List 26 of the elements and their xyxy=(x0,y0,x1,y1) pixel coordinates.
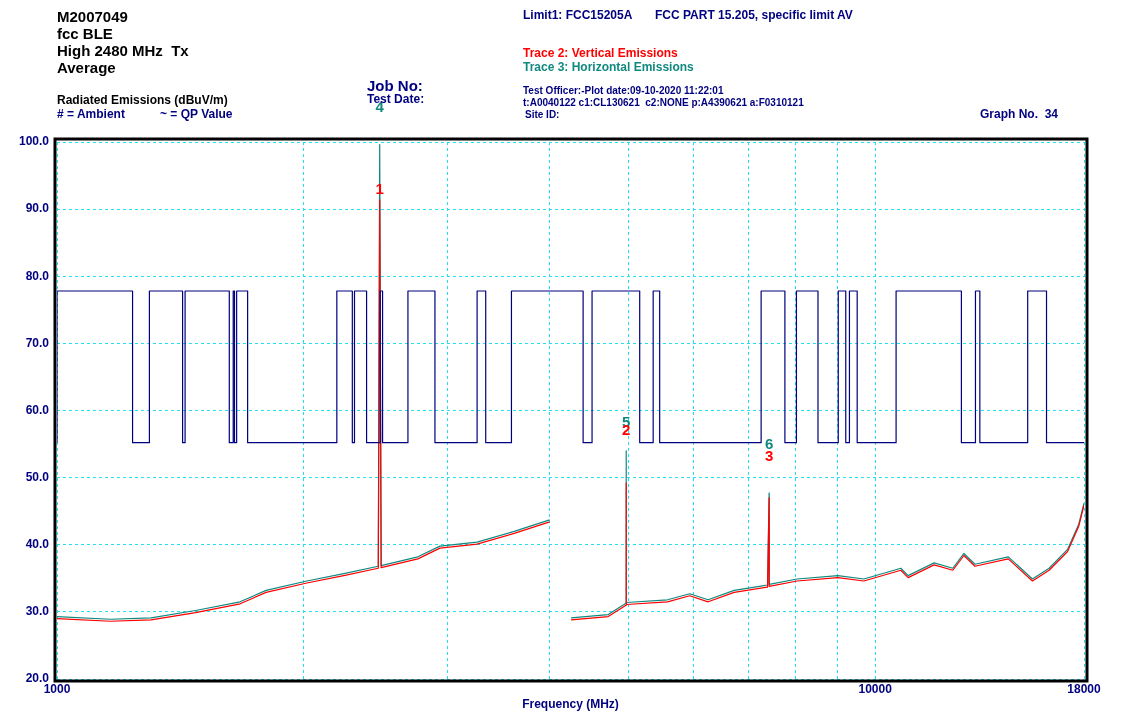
x-tick-label: 18000 xyxy=(1067,681,1102,696)
y-tick-label: 70.0 xyxy=(25,335,50,350)
y-tick-label: 50.0 xyxy=(25,469,50,484)
y-tick-label: 80.0 xyxy=(25,268,50,283)
y-axis-title: Radiated Emissions (dBuV/m) xyxy=(57,93,228,107)
y-tick-label: 40.0 xyxy=(25,537,50,552)
y-tick-label: 90.0 xyxy=(25,201,50,216)
text: # = Ambient xyxy=(57,107,125,121)
y-tick-label: 100.0 xyxy=(18,134,50,149)
y-tick-label: 60.0 xyxy=(25,402,50,417)
x-tick-label: 10000 xyxy=(858,681,893,696)
text: Limit1: FCC15205A xyxy=(523,8,633,22)
text: Trace 2: Vertical Emissions xyxy=(523,46,678,60)
text: FCC PART 15.205, specific limit AV xyxy=(655,8,853,22)
y-tick-label: 30.0 xyxy=(25,604,50,619)
text: Graph No. 34 xyxy=(980,107,1059,121)
text: Site ID: xyxy=(525,109,560,120)
chart-title: M2007049 xyxy=(57,8,129,25)
text: Test Officer:-Plot date:09-10-2020 11:22:01 xyxy=(523,85,724,96)
chart-subtitle: fcc BLE High 2480 MHz Tx Average xyxy=(57,25,189,76)
x-axis-title: Frequency (MHz) xyxy=(522,697,619,712)
x-tick-label: 1000 xyxy=(43,681,71,696)
text: t:A0040122 c1:CL130621 c2:NONE p:A4390621 a:F0310121 xyxy=(523,97,804,108)
text: Job No: xyxy=(367,77,423,94)
text: Trace 3: Horizontal Emissions xyxy=(523,60,694,74)
text: ~ = QP Value xyxy=(160,107,233,121)
